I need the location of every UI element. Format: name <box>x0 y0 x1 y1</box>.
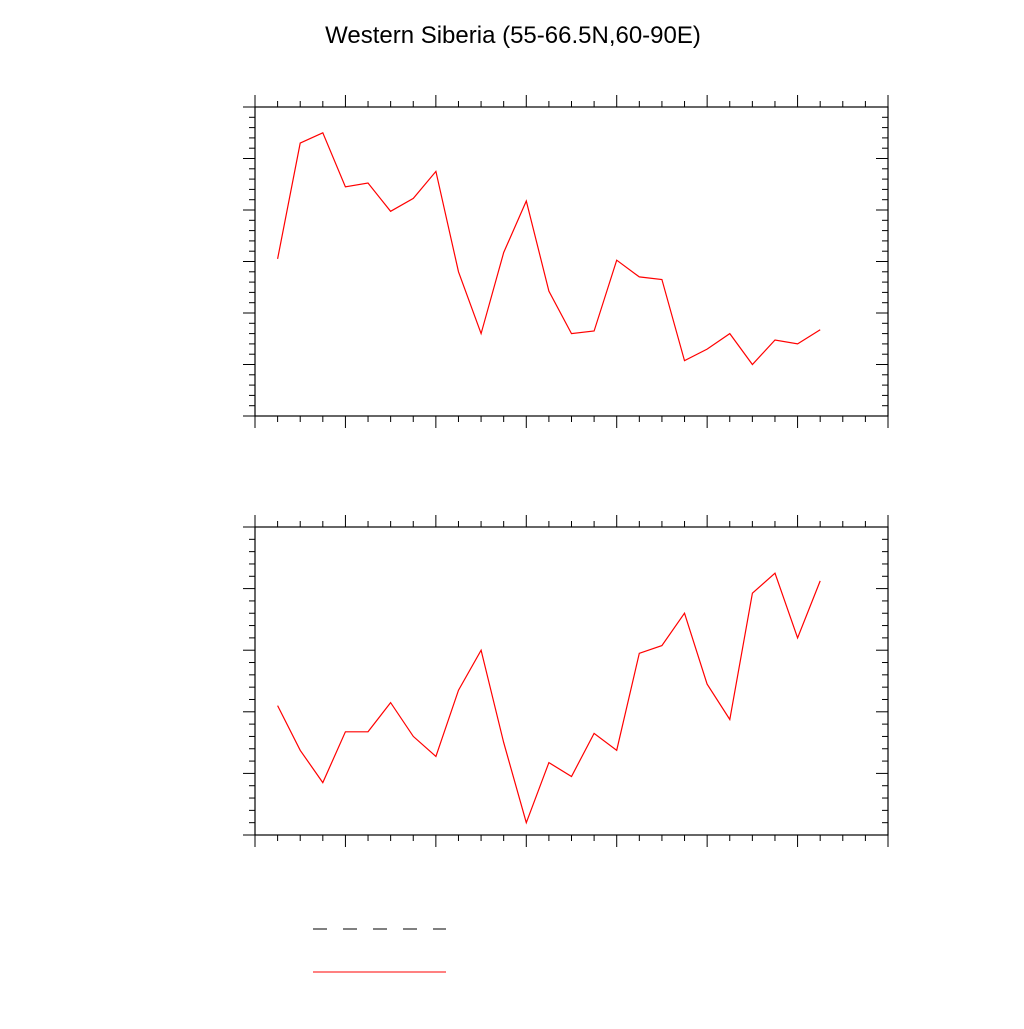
chart-panel-total-soil-ice <box>243 95 888 428</box>
axis-ticks <box>243 515 888 847</box>
plot-frame <box>255 107 888 416</box>
chart-panel-total-soil-liquid-water <box>243 515 888 847</box>
axis-ticks <box>243 95 888 428</box>
legend <box>313 929 446 972</box>
page-title: Western Siberia (55-66.5N,60-90E) <box>325 22 701 49</box>
series-line <box>278 133 821 365</box>
plot-frame <box>255 527 888 835</box>
series-line <box>278 573 821 823</box>
